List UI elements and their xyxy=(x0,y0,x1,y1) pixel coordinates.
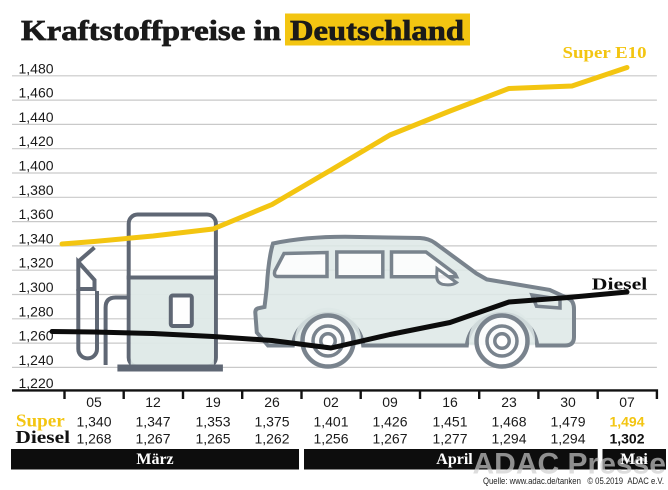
svg-text:1,268: 1,268 xyxy=(76,431,111,447)
svg-text:09: 09 xyxy=(382,394,398,410)
svg-text:Deutschland: Deutschland xyxy=(290,15,464,47)
svg-text:1,300: 1,300 xyxy=(19,279,54,295)
svg-text:1,262: 1,262 xyxy=(254,431,289,447)
svg-text:07: 07 xyxy=(619,394,635,410)
svg-text:Mai: Mai xyxy=(620,451,648,468)
svg-text:1,267: 1,267 xyxy=(135,431,170,447)
svg-text:Super E10: Super E10 xyxy=(563,43,647,62)
svg-text:1,240: 1,240 xyxy=(19,352,54,368)
svg-text:Diesel: Diesel xyxy=(15,427,70,447)
svg-text:1,420: 1,420 xyxy=(19,133,54,149)
svg-text:1,260: 1,260 xyxy=(19,328,54,344)
svg-text:April: April xyxy=(436,451,473,468)
svg-text:1,347: 1,347 xyxy=(135,414,170,430)
svg-text:1,320: 1,320 xyxy=(19,255,54,271)
svg-text:1,480: 1,480 xyxy=(19,60,54,76)
svg-text:05: 05 xyxy=(86,394,102,410)
svg-text:19: 19 xyxy=(205,394,221,410)
svg-text:1,451: 1,451 xyxy=(432,414,467,430)
svg-text:1,277: 1,277 xyxy=(432,431,467,447)
svg-text:02: 02 xyxy=(323,394,339,410)
svg-text:30: 30 xyxy=(560,394,576,410)
svg-text:1,426: 1,426 xyxy=(372,414,407,430)
svg-text:1,267: 1,267 xyxy=(372,431,407,447)
svg-text:1,479: 1,479 xyxy=(550,414,585,430)
svg-text:ADAC Presse: ADAC Presse xyxy=(473,448,667,481)
svg-text:12: 12 xyxy=(145,394,161,410)
svg-text:1,340: 1,340 xyxy=(19,230,54,246)
svg-text:1,494: 1,494 xyxy=(609,414,644,430)
svg-text:1,353: 1,353 xyxy=(195,414,230,430)
svg-text:März: März xyxy=(136,451,173,468)
svg-text:23: 23 xyxy=(501,394,517,410)
svg-text:1,360: 1,360 xyxy=(19,206,54,222)
svg-text:16: 16 xyxy=(442,394,458,410)
svg-text:1,340: 1,340 xyxy=(76,414,111,430)
svg-text:1,256: 1,256 xyxy=(313,431,348,447)
svg-text:Kraftstoffpreise in: Kraftstoffpreise in xyxy=(21,15,281,47)
svg-text:Super: Super xyxy=(16,410,65,430)
svg-text:1,302: 1,302 xyxy=(609,431,644,447)
svg-text:1,294: 1,294 xyxy=(491,431,526,447)
svg-text:1,265: 1,265 xyxy=(195,431,230,447)
svg-text:Quelle: www.adac.de/tanken ©: Quelle: www.adac.de/tanken © 05.2019 ADA… xyxy=(483,476,664,486)
svg-text:1,294: 1,294 xyxy=(550,431,585,447)
svg-text:1,440: 1,440 xyxy=(19,109,54,125)
svg-text:1,280: 1,280 xyxy=(19,303,54,319)
svg-text:1,468: 1,468 xyxy=(491,414,526,430)
svg-text:1,400: 1,400 xyxy=(19,158,54,174)
svg-text:Diesel: Diesel xyxy=(592,275,648,294)
svg-text:1,401: 1,401 xyxy=(313,414,348,430)
svg-text:1,220: 1,220 xyxy=(19,375,54,391)
svg-text:1,380: 1,380 xyxy=(19,182,54,198)
svg-text:1,460: 1,460 xyxy=(19,85,54,101)
svg-text:1,375: 1,375 xyxy=(254,414,289,430)
svg-text:26: 26 xyxy=(264,394,280,410)
